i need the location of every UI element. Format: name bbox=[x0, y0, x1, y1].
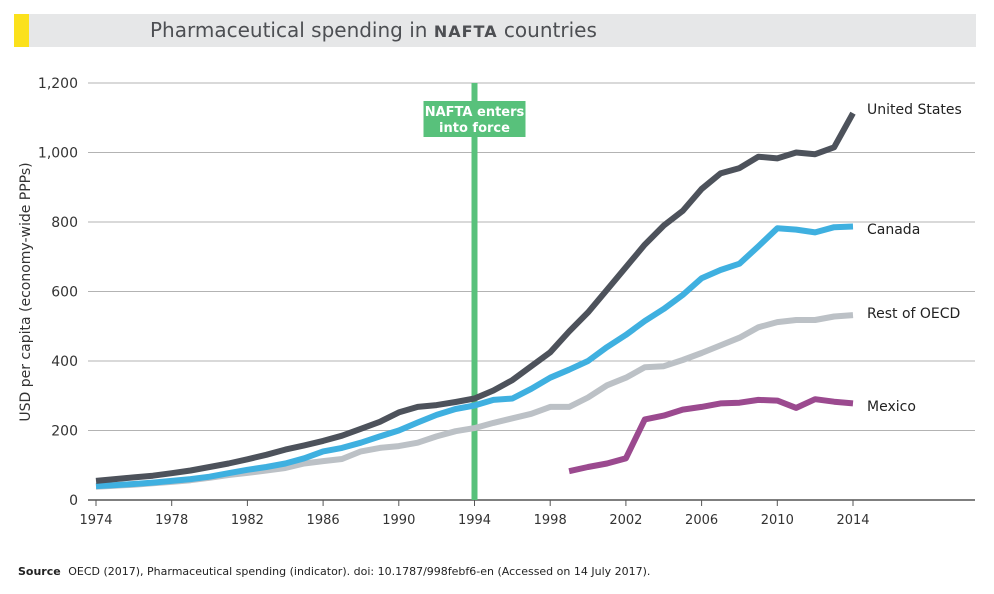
x-tick-label-1986: 1986 bbox=[307, 513, 340, 528]
chart-title-suffix: countries bbox=[497, 18, 597, 42]
chart-title-abbr: NAFTA bbox=[433, 22, 498, 41]
x-tick-label-1994: 1994 bbox=[458, 513, 491, 528]
title-accent-stripe bbox=[14, 14, 29, 47]
title-bar: Pharmaceutical spending in NAFTA countri… bbox=[14, 14, 976, 47]
nafta-label-line1: NAFTA enters bbox=[425, 105, 525, 120]
y-tick-label-1000: 1,000 bbox=[38, 146, 78, 162]
series-label-united-states: United States bbox=[867, 102, 962, 118]
x-tick-label-1998: 1998 bbox=[534, 513, 567, 528]
x-tick-label-1990: 1990 bbox=[382, 513, 415, 528]
series-line-united-states bbox=[95, 111, 856, 484]
series-label-mexico: Mexico bbox=[867, 399, 916, 415]
nafta-label-line2: into force bbox=[439, 121, 510, 136]
series-line-canada bbox=[95, 223, 854, 490]
series-line-mexico bbox=[568, 396, 854, 475]
x-tick-label-1982: 1982 bbox=[231, 513, 264, 528]
chart-title-prefix: Pharmaceutical spending in bbox=[150, 18, 434, 42]
x-tick-label-2010: 2010 bbox=[761, 513, 794, 528]
source-text: OECD (2017), Pharmaceutical spending (in… bbox=[68, 565, 651, 578]
y-axis-label: USD per capita (economy-wide PPPs) bbox=[18, 162, 34, 421]
x-tick-label-2006: 2006 bbox=[685, 513, 718, 528]
y-tick-label-200: 200 bbox=[51, 424, 78, 440]
y-tick-label-800: 800 bbox=[51, 215, 78, 231]
chart-title: Pharmaceutical spending in NAFTA countri… bbox=[150, 18, 597, 42]
nafta-label-box bbox=[423, 101, 526, 137]
y-tick-label-1200: 1,200 bbox=[38, 76, 78, 92]
y-tick-label-600: 600 bbox=[51, 285, 78, 301]
source-label: Source bbox=[18, 565, 61, 578]
series-label-rest-of-oecd: Rest of OECD bbox=[867, 306, 960, 322]
y-tick-label-0: 0 bbox=[69, 493, 78, 509]
x-tick-label-2014: 2014 bbox=[836, 513, 869, 528]
x-tick-label-2002: 2002 bbox=[609, 513, 642, 528]
y-tick-label-400: 400 bbox=[51, 354, 78, 370]
series-label-canada: Canada bbox=[867, 222, 920, 238]
x-tick-label-1974: 1974 bbox=[79, 513, 112, 528]
x-tick-label-1978: 1978 bbox=[155, 513, 188, 528]
source-footer: Source OECD (2017), Pharmaceutical spend… bbox=[18, 565, 650, 578]
